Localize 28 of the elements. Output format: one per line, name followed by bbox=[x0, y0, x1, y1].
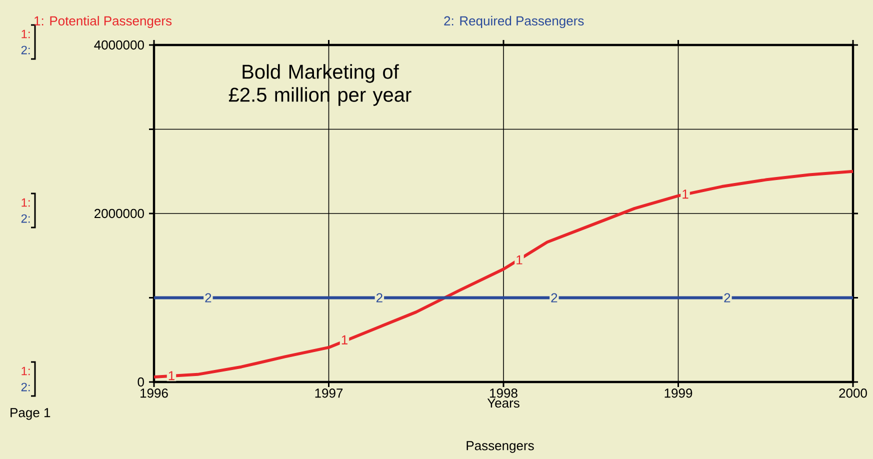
annotation: 2 bbox=[205, 293, 212, 302]
annotation: 2 bbox=[551, 293, 558, 302]
annotation: 2 bbox=[376, 293, 382, 302]
text: Passengers bbox=[466, 441, 534, 453]
y-tick-label: 2000000 bbox=[94, 208, 144, 218]
x-tick-label: 1998 bbox=[490, 388, 518, 398]
annotation: 1 bbox=[682, 190, 688, 199]
text: 1: Potential Passengers bbox=[34, 16, 172, 28]
text: 2: bbox=[21, 382, 30, 392]
y-tick-label: 4000000 bbox=[94, 40, 144, 50]
text: 1: bbox=[22, 30, 30, 38]
line-series bbox=[152, 170, 855, 378]
text: 2: bbox=[21, 46, 30, 54]
text: 1: bbox=[22, 366, 30, 376]
x-axis-title: Years bbox=[487, 398, 520, 408]
annotation: 1 bbox=[516, 255, 522, 264]
annotation: 1 bbox=[342, 335, 348, 344]
x-tick-label: 1996 bbox=[140, 388, 168, 398]
x-tick-label: 2000 bbox=[839, 388, 867, 398]
text: 2: bbox=[21, 214, 30, 223]
x-tick-label: 1997 bbox=[315, 388, 343, 398]
y-tick-label: 0 bbox=[138, 377, 144, 387]
annotation: 2 bbox=[724, 293, 730, 302]
annotation: 1 bbox=[168, 371, 174, 380]
text: 1: bbox=[22, 198, 30, 207]
text: 2: Required Passengers bbox=[444, 16, 584, 28]
text: Page 1 bbox=[10, 408, 50, 420]
x-tick-label: 1999 bbox=[664, 388, 692, 398]
